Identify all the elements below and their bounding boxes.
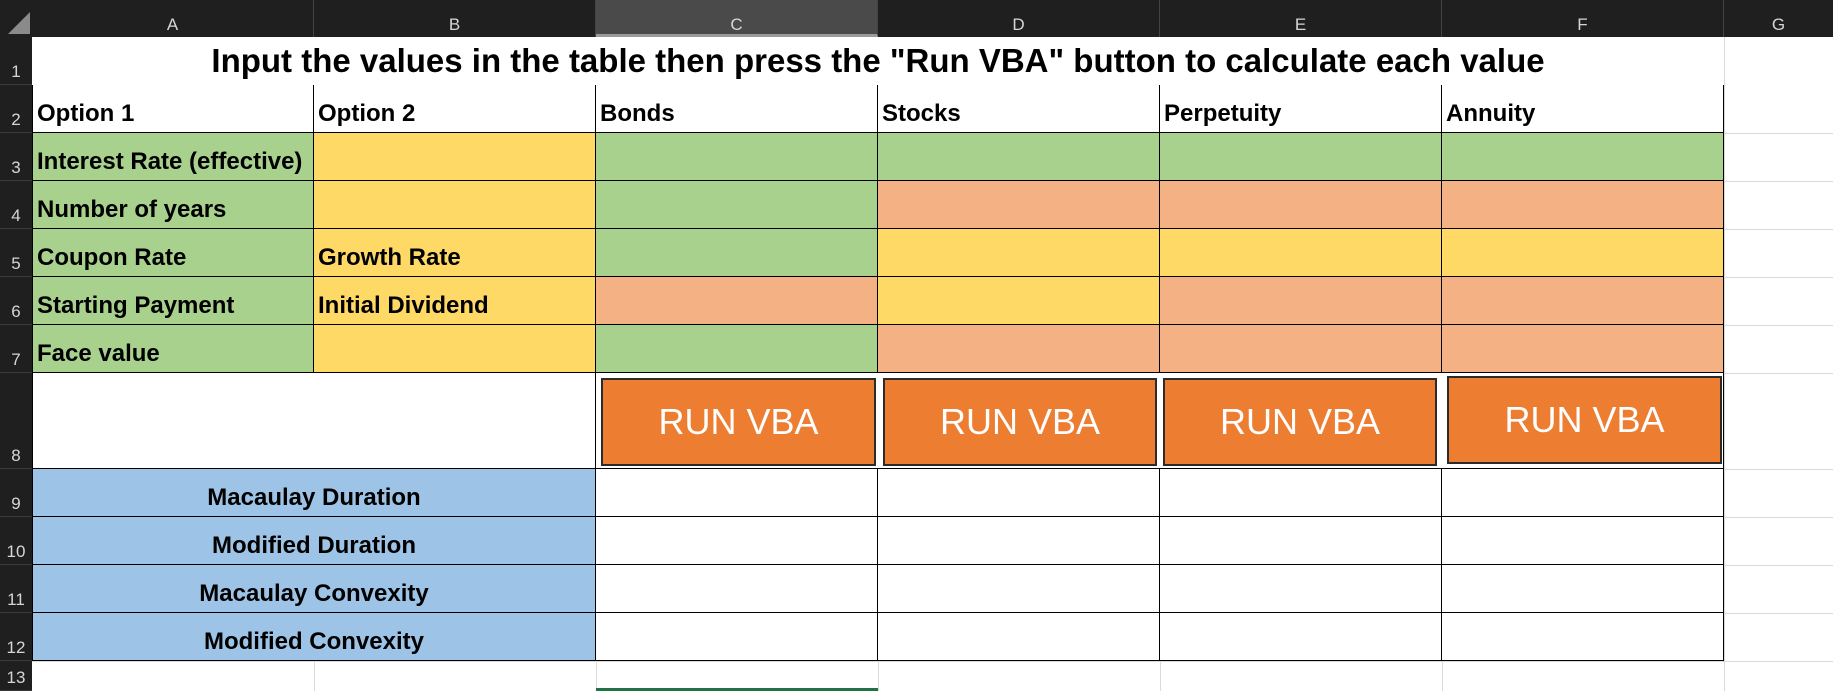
row-header-2[interactable]: 2 xyxy=(0,85,32,133)
row-header-10[interactable]: 10 xyxy=(0,517,32,565)
output-cell-f10[interactable] xyxy=(1442,517,1724,565)
header-annuity[interactable]: Annuity xyxy=(1442,85,1724,133)
row-header-3[interactable]: 3 xyxy=(0,133,32,181)
input-cell-d5[interactable] xyxy=(878,229,1160,277)
row-header-strip xyxy=(0,37,32,691)
output-cell-c10[interactable] xyxy=(596,517,878,565)
input-cell-c4[interactable] xyxy=(596,181,878,229)
label-interest-rate[interactable]: Interest Rate (effective) xyxy=(32,133,314,181)
label-growth-rate[interactable]: Growth Rate xyxy=(314,229,596,277)
output-cell-c12[interactable] xyxy=(596,613,878,661)
output-cell-f9[interactable] xyxy=(1442,469,1724,517)
header-bonds[interactable]: Bonds xyxy=(596,85,878,133)
row-header-7[interactable]: 7 xyxy=(0,325,32,373)
input-cell-f4[interactable] xyxy=(1442,181,1724,229)
header-perpetuity[interactable]: Perpetuity xyxy=(1160,85,1442,133)
label-modified-convexity[interactable]: Modified Convexity xyxy=(32,613,596,661)
column-header-f[interactable]: F xyxy=(1442,0,1724,37)
label-macaulay-duration[interactable]: Macaulay Duration xyxy=(32,469,596,517)
input-cell-c3[interactable] xyxy=(596,133,878,181)
output-cell-e9[interactable] xyxy=(1160,469,1442,517)
input-cell-b4[interactable] xyxy=(314,181,596,229)
input-cell-d4[interactable] xyxy=(878,181,1160,229)
output-cell-d9[interactable] xyxy=(878,469,1160,517)
gridline xyxy=(1724,37,1725,691)
input-cell-d3[interactable] xyxy=(878,133,1160,181)
row-header-11[interactable]: 11 xyxy=(0,565,32,613)
column-header-bar xyxy=(0,0,1833,37)
output-cell-d10[interactable] xyxy=(878,517,1160,565)
gridline xyxy=(32,661,1833,662)
label-starting-payment[interactable]: Starting Payment xyxy=(32,277,314,325)
output-cell-d12[interactable] xyxy=(878,613,1160,661)
input-cell-e5[interactable] xyxy=(1160,229,1442,277)
input-cell-f5[interactable] xyxy=(1442,229,1724,277)
label-initial-dividend[interactable]: Initial Dividend xyxy=(314,277,596,325)
column-header-d[interactable]: D xyxy=(878,0,1160,37)
input-cell-f7[interactable] xyxy=(1442,325,1724,373)
input-cell-c7[interactable] xyxy=(596,325,878,373)
input-cell-f6[interactable] xyxy=(1442,277,1724,325)
run-vba-annuity-button[interactable]: RUN VBA xyxy=(1447,376,1722,464)
column-header-g[interactable]: G xyxy=(1771,15,1786,34)
sheet-title[interactable]: Input the values in the table then press… xyxy=(32,37,1724,86)
input-cell-e7[interactable] xyxy=(1160,325,1442,373)
label-modified-duration[interactable]: Modified Duration xyxy=(32,517,596,565)
output-cell-e10[interactable] xyxy=(1160,517,1442,565)
select-all-icon xyxy=(8,12,30,34)
column-header-e[interactable]: E xyxy=(1160,0,1442,37)
label-number-of-years[interactable]: Number of years xyxy=(32,181,314,229)
row-header-13[interactable]: 13 xyxy=(0,661,32,691)
input-cell-e6[interactable] xyxy=(1160,277,1442,325)
input-cell-d6[interactable] xyxy=(878,277,1160,325)
header-option-2[interactable]: Option 2 xyxy=(314,85,596,133)
select-all-corner[interactable] xyxy=(0,0,32,37)
input-cell-f3[interactable] xyxy=(1442,133,1724,181)
label-coupon-rate[interactable]: Coupon Rate xyxy=(32,229,314,277)
row-header-9[interactable]: 9 xyxy=(0,469,32,517)
run-vba-perpetuity-button[interactable]: RUN VBA xyxy=(1163,378,1437,466)
row-header-12[interactable]: 12 xyxy=(0,613,32,661)
output-cell-f11[interactable] xyxy=(1442,565,1724,613)
run-vba-stocks-button[interactable]: RUN VBA xyxy=(883,378,1157,466)
input-cell-d7[interactable] xyxy=(878,325,1160,373)
blank-merged-a8-b8[interactable] xyxy=(32,373,596,469)
header-stocks[interactable]: Stocks xyxy=(878,85,1160,133)
output-cell-e11[interactable] xyxy=(1160,565,1442,613)
label-macaulay-convexity[interactable]: Macaulay Convexity xyxy=(32,565,596,613)
input-cell-b3[interactable] xyxy=(314,133,596,181)
column-header-a[interactable]: A xyxy=(32,0,314,37)
output-cell-c11[interactable] xyxy=(596,565,878,613)
row-header-6[interactable]: 6 xyxy=(0,277,32,325)
column-header-b[interactable]: B xyxy=(314,0,596,37)
input-cell-c5[interactable] xyxy=(596,229,878,277)
active-cell-indicator xyxy=(596,688,878,691)
run-vba-bonds-button[interactable]: RUN VBA xyxy=(601,378,876,466)
row-header-4[interactable]: 4 xyxy=(0,181,32,229)
input-cell-c6[interactable] xyxy=(596,277,878,325)
output-cell-f12[interactable] xyxy=(1442,613,1724,661)
input-cell-e4[interactable] xyxy=(1160,181,1442,229)
row-header-8[interactable]: 8 xyxy=(0,373,32,469)
row-header-5[interactable]: 5 xyxy=(0,229,32,277)
input-cell-b7[interactable] xyxy=(314,325,596,373)
output-cell-d11[interactable] xyxy=(878,565,1160,613)
label-face-value[interactable]: Face value xyxy=(32,325,314,373)
row-header-1[interactable]: 1 xyxy=(0,37,32,85)
input-cell-e3[interactable] xyxy=(1160,133,1442,181)
output-cell-c9[interactable] xyxy=(596,469,878,517)
column-header-c[interactable]: C xyxy=(596,0,878,37)
output-cell-e12[interactable] xyxy=(1160,613,1442,661)
header-option-1[interactable]: Option 1 xyxy=(32,85,314,133)
